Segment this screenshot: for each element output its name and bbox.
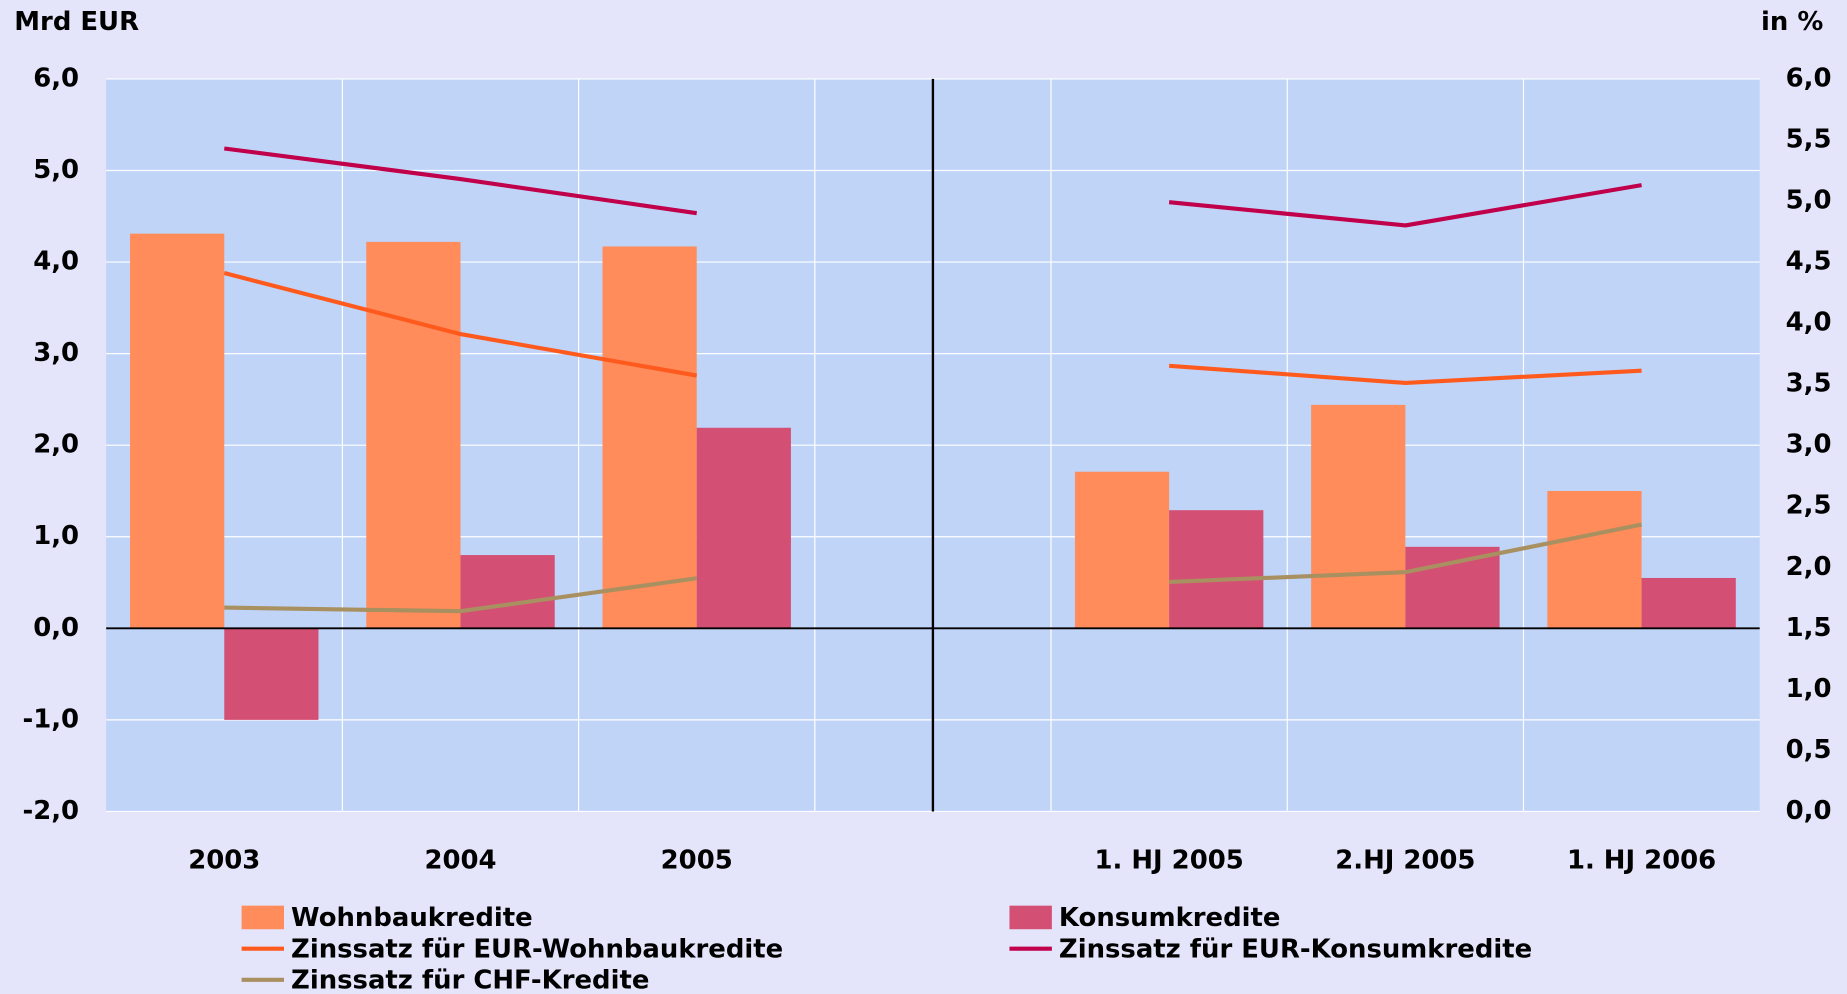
y2-tick-label: 2,0 [1786, 552, 1832, 582]
bar [696, 427, 791, 629]
y2-axis-label: in % [1761, 7, 1823, 37]
y-tick-label: -2,0 [22, 796, 79, 826]
bar [1641, 577, 1736, 629]
y-tick-label: 2,0 [33, 430, 79, 460]
bar [1405, 546, 1500, 629]
y-axis-label: Mrd EUR [14, 7, 139, 37]
y-tick-label: -1,0 [22, 704, 79, 734]
y2-tick-label: 1,5 [1786, 613, 1832, 643]
legend-label: Konsumkredite [1059, 903, 1281, 933]
x-tick-label: 2003 [188, 845, 260, 875]
bar [130, 233, 225, 629]
bar [1547, 490, 1642, 629]
y2-tick-label: 0,5 [1786, 735, 1832, 765]
y2-tick-label: 0,0 [1786, 796, 1832, 826]
legend-label: Wohnbaukredite [291, 903, 533, 933]
x-tick-label: 1. HJ 2005 [1095, 845, 1244, 875]
y2-tick-label: 2,5 [1786, 491, 1832, 521]
line-series [223, 271, 1642, 385]
y-tick-label: 0,0 [33, 613, 79, 643]
y2-tick-label: 5,5 [1786, 124, 1832, 154]
y-tick-label: 3,0 [33, 338, 79, 368]
bar [366, 241, 461, 629]
line-series [224, 146, 1642, 228]
y2-tick-label: 4,5 [1786, 247, 1832, 277]
bar [602, 246, 697, 629]
x-tick-label: 2.HJ 2005 [1335, 845, 1475, 875]
legend-label: Zinssatz für EUR-Konsumkredite [1059, 934, 1532, 964]
x-tick-label: 2005 [661, 845, 733, 875]
y2-tick-label: 5,0 [1786, 185, 1832, 215]
bar [460, 555, 555, 629]
bar [224, 628, 319, 720]
legend-label: Zinssatz für EUR-Wohnbaukredite [291, 934, 783, 964]
legend-label: Zinssatz für CHF-Kredite [291, 966, 649, 994]
y2-tick-label: 3,5 [1786, 369, 1832, 399]
y-tick-label: 6,0 [33, 63, 79, 93]
y2-tick-label: 6,0 [1786, 63, 1832, 93]
legend-swatch [241, 905, 284, 930]
line-series [224, 522, 1642, 614]
legend-swatch [1009, 905, 1052, 930]
y2-tick-label: 3,0 [1786, 430, 1832, 460]
bar [1169, 510, 1264, 629]
y2-tick-label: 1,0 [1786, 674, 1832, 704]
y-tick-label: 1,0 [33, 521, 79, 551]
y-tick-label: 4,0 [33, 247, 79, 277]
bar [1311, 404, 1406, 629]
y-tick-label: 5,0 [33, 155, 79, 185]
x-tick-label: 2004 [424, 845, 496, 875]
y2-tick-label: 4,0 [1786, 308, 1832, 338]
x-tick-label: 1. HJ 2006 [1567, 845, 1716, 875]
bar [1074, 471, 1170, 629]
